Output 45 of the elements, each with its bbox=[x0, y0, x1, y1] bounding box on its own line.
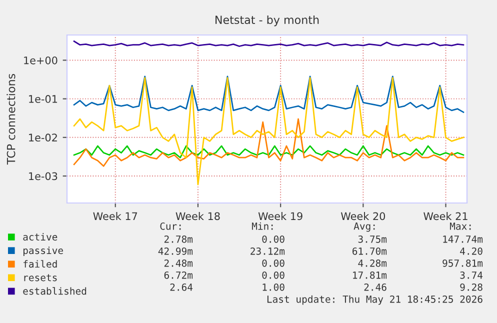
y-tick-label: 1e+00 bbox=[24, 56, 58, 64]
chart-title: Netstat - by month bbox=[216, 15, 319, 26]
text: 4.28m bbox=[358, 259, 387, 267]
text: Min: bbox=[252, 222, 273, 230]
x-tick-label: Week 20 bbox=[340, 212, 386, 220]
text: Avg: bbox=[354, 222, 375, 232]
text: 17.81m bbox=[353, 271, 387, 279]
text: 6.72m bbox=[164, 271, 193, 279]
text: 9.28 bbox=[460, 283, 482, 291]
text: 3.74 bbox=[460, 271, 483, 279]
text: Max: bbox=[450, 222, 471, 230]
y-tick-label: 1e-02 bbox=[29, 134, 57, 142]
x-tick-label: Week 21 bbox=[424, 212, 468, 220]
y-tick-label: 1e-01 bbox=[29, 95, 58, 103]
text: 0.00 bbox=[262, 235, 284, 243]
text: 2.78m bbox=[164, 235, 193, 243]
text: Cur: bbox=[160, 222, 181, 230]
text: 0.00 bbox=[262, 271, 284, 279]
text: 0.00 bbox=[262, 259, 284, 267]
text: 2.48m bbox=[164, 259, 193, 267]
legend-label: active bbox=[23, 233, 58, 241]
legend-label: resets bbox=[24, 274, 57, 282]
text: 4.20 bbox=[460, 247, 482, 255]
text: 3.75m bbox=[358, 235, 387, 243]
y-axis-title: TCP connections bbox=[6, 74, 16, 165]
legend-label: failed bbox=[24, 260, 57, 268]
y-tick-label: 1e-03 bbox=[29, 172, 58, 180]
text: 2.46 bbox=[364, 283, 386, 291]
text: 42.99m bbox=[158, 247, 193, 255]
legend-label: established bbox=[23, 287, 86, 295]
text: 61.70m bbox=[352, 247, 387, 255]
x-tick-label: Week 18 bbox=[176, 212, 220, 220]
legend-label: passive bbox=[23, 246, 63, 256]
x-tick-label: Week 17 bbox=[93, 212, 138, 220]
line-series bbox=[73, 77, 464, 186]
text: 957.81m bbox=[442, 259, 483, 267]
line-series bbox=[73, 145, 464, 158]
text: 2.64 bbox=[170, 283, 193, 291]
text: 1.00 bbox=[262, 283, 284, 291]
line-series bbox=[73, 76, 464, 113]
x-tick-label: Week 19 bbox=[258, 212, 302, 220]
text: 23.12m bbox=[250, 247, 285, 255]
text: Last update: Thu May 21 18:45:25 2026 bbox=[267, 295, 482, 305]
line-series bbox=[73, 118, 464, 167]
text: 147.74m bbox=[443, 236, 483, 243]
